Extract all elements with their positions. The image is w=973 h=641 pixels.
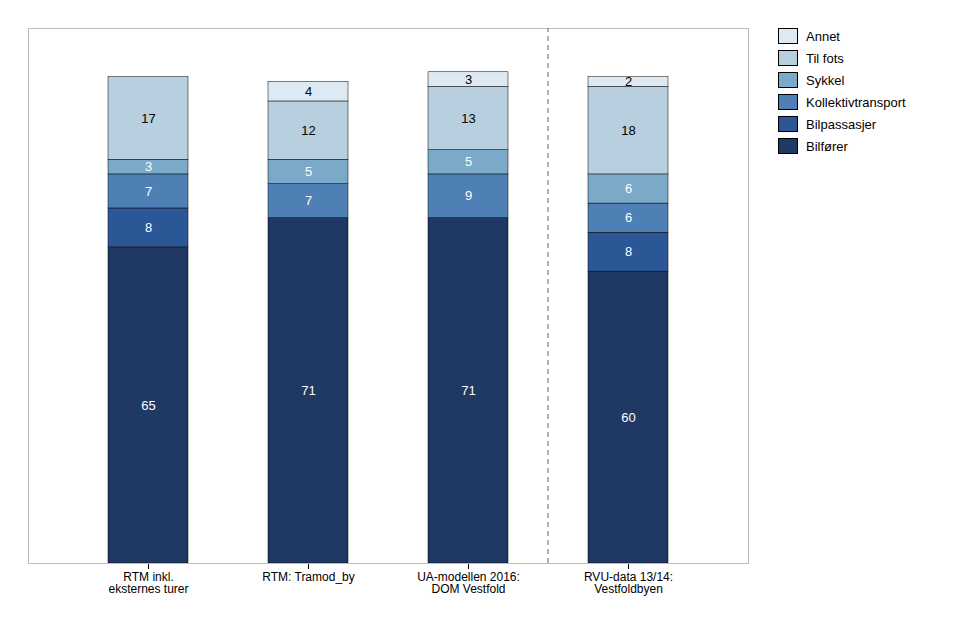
svg-text:65: 65: [141, 398, 155, 413]
html-text:Annet: Annet: [806, 28, 840, 44]
svg-text:12: 12: [301, 123, 315, 138]
svg-text:RVU-data 13/14:Vestfoldbyen: RVU-data 13/14:Vestfoldbyen: [584, 570, 673, 596]
svg-text:13: 13: [461, 111, 475, 126]
svg-text:UA-modellen 2016:DOM Vestfold: UA-modellen 2016:DOM Vestfold: [417, 570, 520, 596]
svg-text:5: 5: [465, 154, 472, 169]
svg-text:3: 3: [145, 159, 152, 174]
svg-text:7: 7: [305, 193, 312, 208]
svg-text:7: 7: [145, 184, 152, 199]
svg-text:6: 6: [625, 210, 632, 225]
svg-text:71: 71: [461, 383, 475, 398]
svg-text:3: 3: [465, 72, 472, 87]
svg-text:2: 2: [625, 74, 632, 89]
svg-text:18: 18: [621, 123, 635, 138]
svg-text:9: 9: [465, 188, 472, 203]
html-text:Kollektivtransport: Kollektivtransport: [806, 94, 906, 110]
svg-text:8: 8: [625, 244, 632, 259]
svg-text:6: 6: [625, 181, 632, 196]
html-text:Til fots: Til fots: [806, 50, 844, 66]
html-text:Bilfører: Bilfører: [806, 138, 848, 154]
svg-text:4: 4: [305, 84, 312, 99]
svg-text:RTM inkl.eksternes turer: RTM inkl.eksternes turer: [108, 570, 188, 596]
html-text:Sykkel: Sykkel: [806, 72, 845, 88]
svg-text:17: 17: [141, 111, 155, 126]
svg-text:71: 71: [301, 383, 315, 398]
svg-text:5: 5: [305, 164, 312, 179]
svg-text:8: 8: [145, 220, 152, 235]
html-text:Bilpassasjer: Bilpassasjer: [806, 116, 877, 132]
svg-text:RTM: Tramod_by: RTM: Tramod_by: [262, 570, 354, 584]
svg-text:60: 60: [621, 410, 635, 425]
